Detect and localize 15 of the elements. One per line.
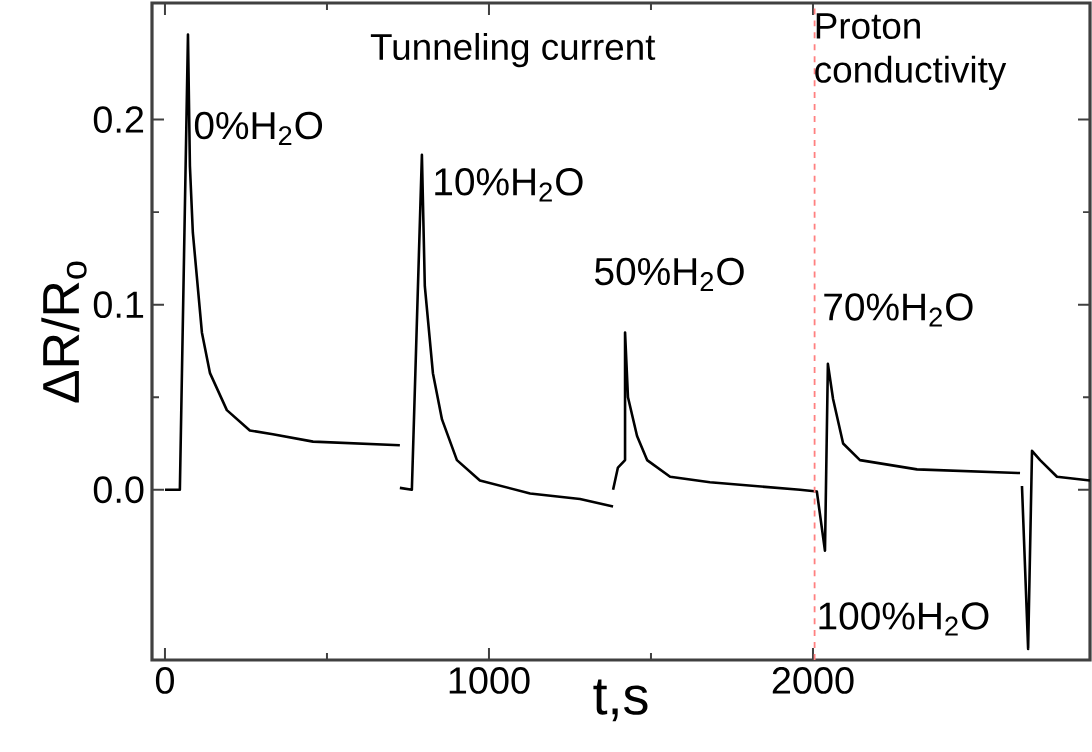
y-tick-label: 0.1 (93, 291, 144, 319)
annotation: 10%H$_{2}$O (435, 168, 583, 202)
x-axis-title: t,s (593, 679, 648, 722)
annotation: 50%H$_{2}$O (595, 257, 744, 292)
y-axis-title: ΔR/R$_{o}$ (41, 261, 87, 403)
x-tick-label: 0 (155, 667, 174, 694)
annotation: 70%H$_{2}$O (824, 293, 973, 327)
annotation: Tunneling current (370, 32, 656, 68)
annotation: Proton conductivity (815, 13, 1007, 91)
annotation: 0%H$_{2}$O (194, 111, 323, 146)
annotation: 100%H$_{2}$O (819, 602, 989, 636)
y-tick-label: 0.0 (93, 476, 144, 504)
x-tick-label: 2000 (772, 667, 854, 694)
x-tick-label: 1000 (449, 667, 530, 694)
y-tick-label: 0.2 (93, 106, 144, 133)
